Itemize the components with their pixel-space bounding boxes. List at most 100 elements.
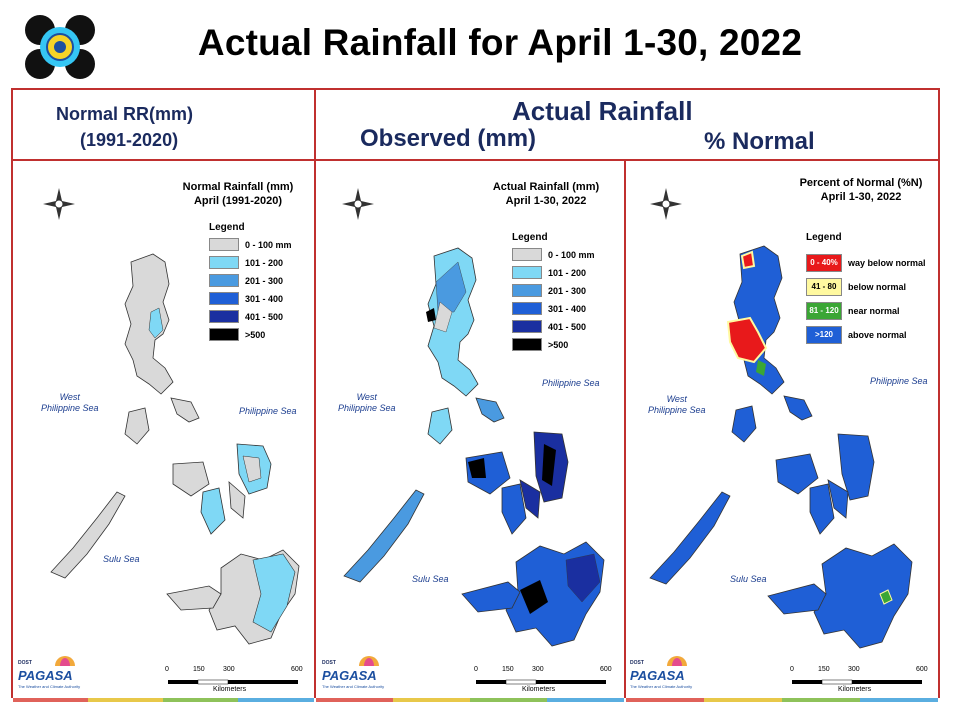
scale-unit: Kilometers (213, 686, 247, 693)
map-title: Actual Rainfall (mm) April 1-30, 2022 (476, 180, 616, 208)
legend-swatch (512, 302, 542, 315)
legend-swatch (512, 320, 542, 333)
legend-item: 0 - 100 mm (512, 248, 595, 261)
legend-label: >500 (548, 339, 569, 350)
bottom-bar-yellow (704, 698, 782, 702)
legend-item: 101 - 200 (512, 266, 586, 279)
bottom-bar-blue (547, 698, 624, 702)
legend-swatch: 0 - 40% (806, 253, 842, 272)
luzon-landmass (124, 253, 174, 395)
sea-label-west-line1: West (59, 392, 80, 402)
bottom-bar-red (13, 698, 88, 702)
frame-right-line (938, 88, 940, 698)
pagasa-logo: DOST PAGASA The Weather and Climate Auth… (630, 656, 692, 696)
bottom-bar-red (316, 698, 393, 702)
legend-item: 301 - 400 (512, 302, 586, 315)
legend-label: 101 - 200 (245, 257, 284, 268)
legend-swatch (209, 238, 239, 251)
sea-label-west-line1: West (356, 392, 377, 402)
sea-label-west-line1: West (666, 394, 687, 404)
umbrella-icon (359, 656, 379, 666)
legend-label: 201 - 300 (245, 275, 284, 286)
legend-swatch (209, 310, 239, 323)
legend-title: Legend (209, 222, 245, 233)
legend-swatch: 41 - 80 (806, 277, 842, 296)
normal-rainfall-map-panel: Normal Rainfall (mm) April (1991-2020) L… (13, 162, 314, 696)
sea-label-east: Philippine Sea (870, 376, 928, 386)
percent-normal-map-panel: Percent of Normal (%N) April 1-30, 2022 … (626, 162, 938, 696)
mindoro (731, 405, 757, 443)
dost-label: DOST (322, 660, 336, 666)
legend-swatch (512, 284, 542, 297)
normal-header-line2: (1991-2020) (80, 130, 179, 150)
scale-tick-0: 0 (474, 666, 478, 673)
pagasa-logo: DOST PAGASA The Weather and Climate Auth… (322, 656, 384, 696)
cebu-leyte (519, 479, 541, 519)
scale-bar (168, 679, 298, 685)
pagasa-tagline: The Weather and Climate Authority (630, 684, 693, 689)
percent-normal-map (649, 188, 922, 685)
legend-item: 101 - 200 (209, 256, 283, 269)
sea-label-east: Philippine Sea (542, 378, 600, 388)
compass-rose-icon (342, 188, 374, 220)
normal-rainfall-map (43, 188, 300, 685)
legend-label: 0 - 100 mm (548, 249, 595, 260)
observed-header: Observed (mm) (360, 125, 537, 152)
legend-label: above normal (848, 329, 907, 340)
observed-rainfall-map-panel: Actual Rainfall (mm) April 1-30, 2022 Le… (316, 162, 624, 696)
compass-rose-icon (43, 188, 75, 220)
bottom-bar-red (626, 698, 704, 702)
legend-swatch (209, 328, 239, 341)
scale-unit: Kilometers (838, 686, 872, 693)
bottom-bar-blue (860, 698, 938, 702)
legend-title: Legend (512, 232, 548, 243)
sea-label-south: Sulu Sea (103, 554, 140, 564)
mindoro (427, 407, 453, 445)
legend-label: below normal (848, 281, 907, 292)
samar (837, 433, 875, 501)
scale-tick-150: 150 (818, 666, 830, 673)
scale-bar (792, 679, 922, 685)
legend-label: >500 (245, 329, 266, 340)
legend-item: 301 - 400 (209, 292, 283, 305)
dost-label: DOST (18, 660, 32, 666)
negros (809, 483, 835, 535)
sea-label-west: West Philippine Sea (338, 392, 396, 414)
slide-title: Actual Rainfall for April 1-30, 2022 (197, 22, 803, 63)
sea-label-west: West Philippine Sea (41, 392, 99, 414)
pagasa-wordmark: PAGASA (322, 668, 377, 683)
zamboanga (461, 581, 521, 613)
bottom-bar-green (163, 698, 238, 702)
actual-rainfall-header: Actual Rainfall (512, 96, 693, 126)
legend-item: >120 above normal (806, 325, 907, 344)
scale-tick-150: 150 (502, 666, 514, 673)
map-title-line2: April (1991-2020) (193, 195, 283, 207)
negros (501, 483, 527, 535)
bottom-bar-yellow (393, 698, 470, 702)
umbrella-icon (667, 656, 687, 666)
scale-tick-600: 600 (291, 666, 303, 673)
scale-bar (476, 679, 606, 685)
frame-divider-1 (314, 88, 316, 698)
legend-item: 41 - 80 below normal (806, 277, 907, 296)
bottom-bar-green (782, 698, 860, 702)
bottom-bar-yellow (88, 698, 163, 702)
frame-divider-2 (624, 159, 626, 698)
legend-swatch (209, 256, 239, 269)
scale-tick-600: 600 (600, 666, 612, 673)
scale-tick-300: 300 (532, 666, 544, 673)
cebu-leyte (827, 479, 849, 519)
legend-swatch (512, 266, 542, 279)
percent-normal-header: % Normal (704, 128, 815, 155)
legend-item: >500 (512, 338, 568, 351)
legend-item: 201 - 300 (209, 274, 283, 287)
map-title: Percent of Normal (%N) April 1-30, 2022 (786, 176, 936, 204)
legend-swatch (512, 248, 542, 261)
map-title-line2: April 1-30, 2022 (820, 191, 902, 203)
frame-left-line (11, 88, 13, 698)
umbrella-icon (55, 656, 75, 666)
mindoro (124, 407, 150, 445)
legend-label: 401 - 500 (245, 311, 284, 322)
legend-item: 201 - 300 (512, 284, 586, 297)
map-title-line1: Actual Rainfall (mm) (492, 181, 600, 193)
